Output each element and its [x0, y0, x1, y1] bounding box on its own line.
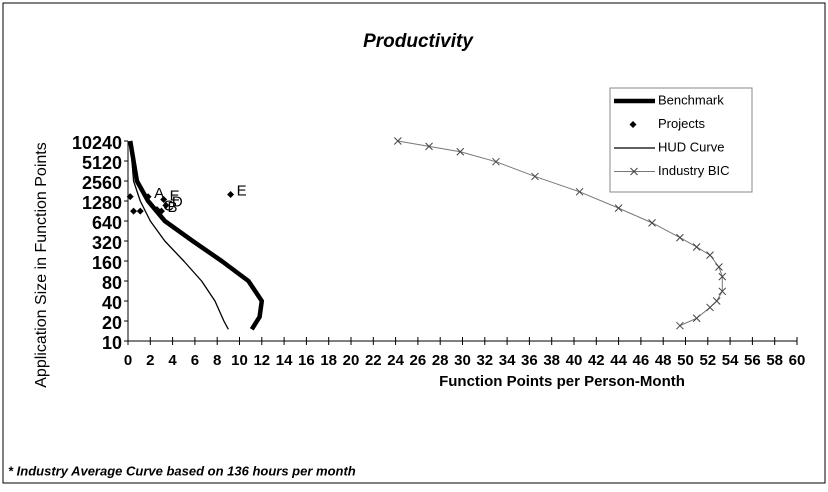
x-marker: [614, 204, 623, 212]
series-line: [128, 140, 265, 331]
x-marker: [715, 263, 723, 271]
x-marker: [706, 251, 714, 259]
project-point: [160, 195, 168, 203]
project-point: [162, 201, 170, 209]
y-tick-label: 40: [102, 293, 122, 313]
y-tick-label: 320: [92, 233, 122, 253]
x-tick-label: 48: [655, 352, 672, 369]
x-marker: [692, 243, 701, 251]
y-tick-label: 5120: [82, 153, 122, 173]
x-tick-label: 32: [476, 352, 493, 369]
project-point: [227, 191, 235, 199]
x-tick-label: 50: [677, 352, 694, 369]
x-marker: [425, 142, 433, 151]
x-tick-label: 30: [454, 352, 471, 369]
x-marker: [648, 219, 656, 227]
x-marker: [712, 297, 721, 305]
point-label: A: [154, 185, 164, 202]
x-tick-label: 46: [633, 352, 650, 369]
point-label: B: [167, 199, 177, 216]
x-tick-label: 38: [543, 352, 560, 369]
x-tick-label: 24: [387, 352, 404, 369]
project-point: [136, 207, 144, 215]
legend-label: Industry BIC: [658, 163, 730, 178]
x-tick-label: 10: [231, 352, 248, 369]
x-tick-label: 0: [124, 352, 132, 369]
legend-label: Benchmark: [658, 92, 724, 107]
y-tick-label: 80: [102, 273, 122, 293]
x-tick-label: 2: [146, 352, 154, 369]
x-marker: [393, 137, 402, 145]
x-marker: [692, 314, 701, 323]
y-tick-label: 10: [102, 333, 122, 353]
y-tick-label: 10240: [72, 133, 122, 153]
x-tick-label: 54: [722, 352, 739, 369]
x-tick-label: 26: [410, 352, 427, 369]
x-tick-label: 4: [168, 352, 177, 369]
x-tick-label: 58: [766, 352, 783, 369]
x-tick-label: 34: [499, 352, 516, 369]
x-marker: [630, 167, 638, 176]
point-label: E: [170, 187, 180, 204]
project-point: [130, 207, 138, 215]
y-tick-label: 160: [92, 253, 122, 273]
footnote: * Industry Average Curve based on 136 ho…: [8, 463, 356, 478]
y-tick-label: 640: [92, 213, 122, 233]
project-point: [126, 193, 134, 201]
x-marker: [706, 303, 714, 312]
x-tick-label: 42: [588, 352, 605, 369]
project-point: [629, 121, 637, 128]
y-tick-label: 1280: [82, 193, 122, 213]
x-tick-label: 40: [566, 352, 583, 369]
x-marker: [676, 233, 684, 242]
y-axis-label: Application Size in Function Points: [33, 142, 50, 387]
x-tick-label: 60: [789, 352, 806, 369]
x-tick-label: 28: [432, 352, 449, 369]
chart-title: Productivity: [363, 31, 474, 52]
y-tick-label: 20: [102, 313, 122, 333]
x-marker: [531, 172, 539, 181]
project-point: [157, 207, 165, 215]
point-label: C: [163, 198, 174, 215]
x-marker: [492, 157, 500, 166]
x-marker: [456, 147, 465, 156]
x-tick-label: 18: [320, 352, 337, 369]
x-axis-label: Function Points per Person-Month: [439, 373, 685, 390]
series-line: [129, 140, 229, 330]
x-tick-label: 8: [213, 352, 221, 369]
x-tick-label: 20: [343, 352, 360, 369]
x-tick-label: 36: [521, 352, 538, 369]
y-tick-label: 2560: [82, 173, 122, 193]
point-label: E: [237, 183, 247, 200]
x-marker: [676, 321, 684, 330]
x-marker: [575, 187, 584, 196]
project-point: [144, 193, 152, 201]
legend-label: Projects: [658, 116, 705, 131]
x-tick-label: 6: [191, 352, 199, 369]
x-tick-label: 56: [744, 352, 761, 369]
legend-box: [609, 87, 753, 193]
x-marker: [718, 287, 727, 296]
x-tick-label: 22: [365, 352, 382, 369]
x-tick-label: 44: [610, 352, 627, 369]
legend-label: HUD Curve: [658, 139, 724, 154]
x-marker: [718, 272, 727, 281]
frame: [2, 2, 826, 484]
x-tick-label: 52: [699, 352, 716, 369]
x-tick-label: 14: [276, 352, 293, 369]
x-tick-label: 16: [298, 352, 315, 369]
point-label: D: [172, 193, 183, 210]
x-tick-label: 12: [253, 352, 270, 369]
